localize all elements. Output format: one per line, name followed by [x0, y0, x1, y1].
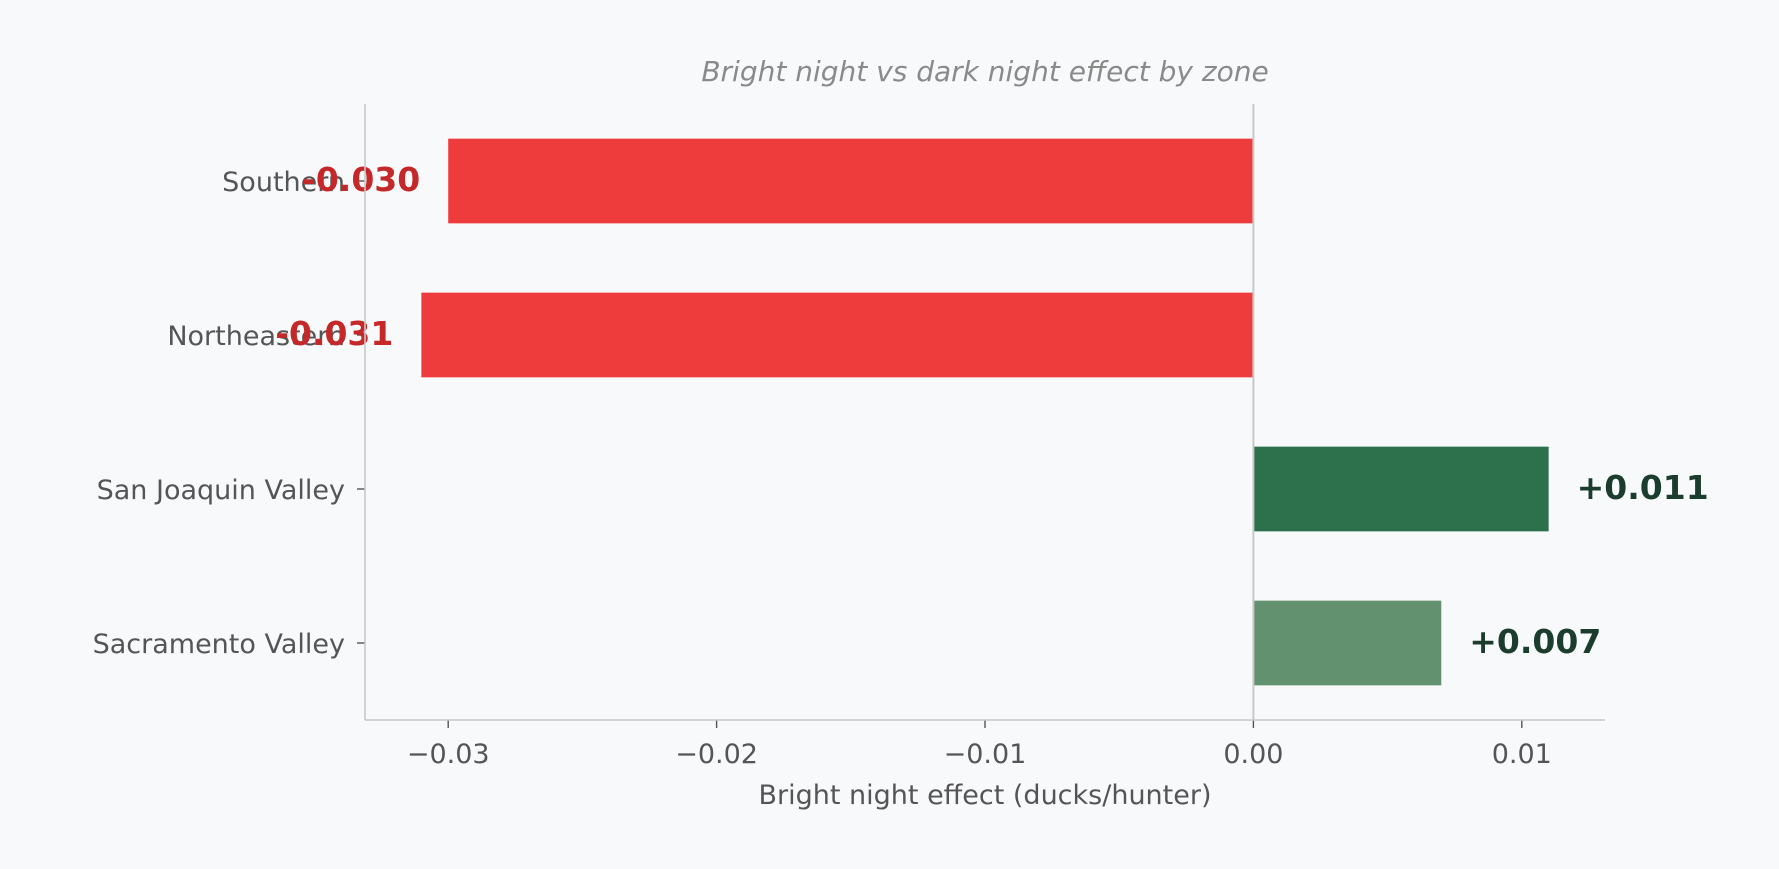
x-tick-label: −0.01: [944, 739, 1027, 770]
x-tick-label: 0.00: [1223, 739, 1283, 770]
data-label: -0.030: [302, 160, 420, 199]
y-tick-label: Sacramento Valley: [93, 629, 345, 660]
x-tick-label: 0.01: [1492, 739, 1552, 770]
data-label: +0.011: [1577, 468, 1709, 507]
bar-sacramento-valley: [1253, 600, 1442, 686]
plot-area: −0.03 −0.02 −0.01 0.00 0.01 Southern-0.030 Nor…: [93, 104, 1709, 770]
bar-san-joaquin-valley: [1253, 446, 1549, 532]
y-tick-label: Northeastern: [167, 321, 345, 352]
x-tick-label: −0.02: [675, 739, 758, 770]
y-tick-label: Southern: [222, 167, 345, 198]
y-tick-label: San Joaquin Valley: [97, 475, 345, 506]
bar-southern: [448, 138, 1254, 224]
x-axis-label: Bright night effect (ducks/hunter): [758, 780, 1211, 811]
data-label: +0.007: [1469, 622, 1601, 661]
data-label: -0.031: [275, 314, 393, 353]
chart-title: Bright night vs dark night effect by zon…: [701, 55, 1268, 88]
x-tick-label: −0.03: [407, 739, 490, 770]
bar-northeastern: [421, 292, 1254, 378]
